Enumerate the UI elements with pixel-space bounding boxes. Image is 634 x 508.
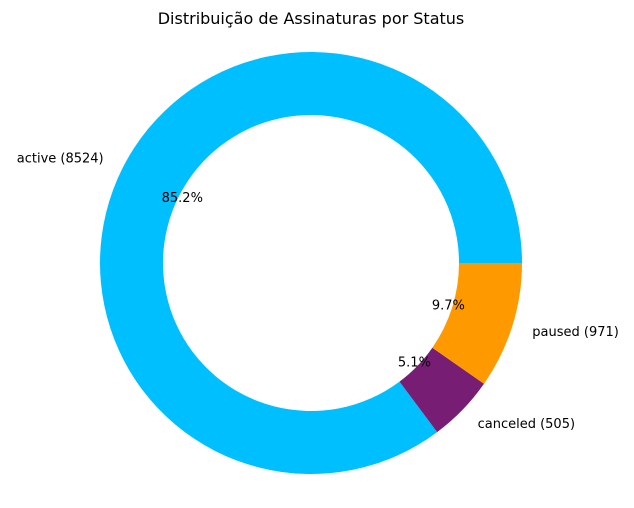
slice-canceled	[399, 347, 485, 433]
slice-label-canceled: canceled (505)	[478, 417, 575, 432]
slice-paused	[432, 263, 522, 384]
pct-label-paused: 9.7%	[432, 299, 465, 314]
slice-label-paused: paused (971)	[532, 325, 619, 340]
slice-label-active: active (8524)	[17, 151, 104, 166]
chart-title: Distribuição de Assinaturas por Status	[158, 9, 465, 28]
slices-layer	[100, 52, 522, 475]
labels-layer: active (8524) 85.2% canceled (505) 5.1% paus…	[17, 151, 619, 431]
pct-label-active: 85.2%	[162, 191, 203, 206]
pct-label-canceled: 5.1%	[398, 356, 431, 371]
slice-active	[100, 52, 522, 475]
